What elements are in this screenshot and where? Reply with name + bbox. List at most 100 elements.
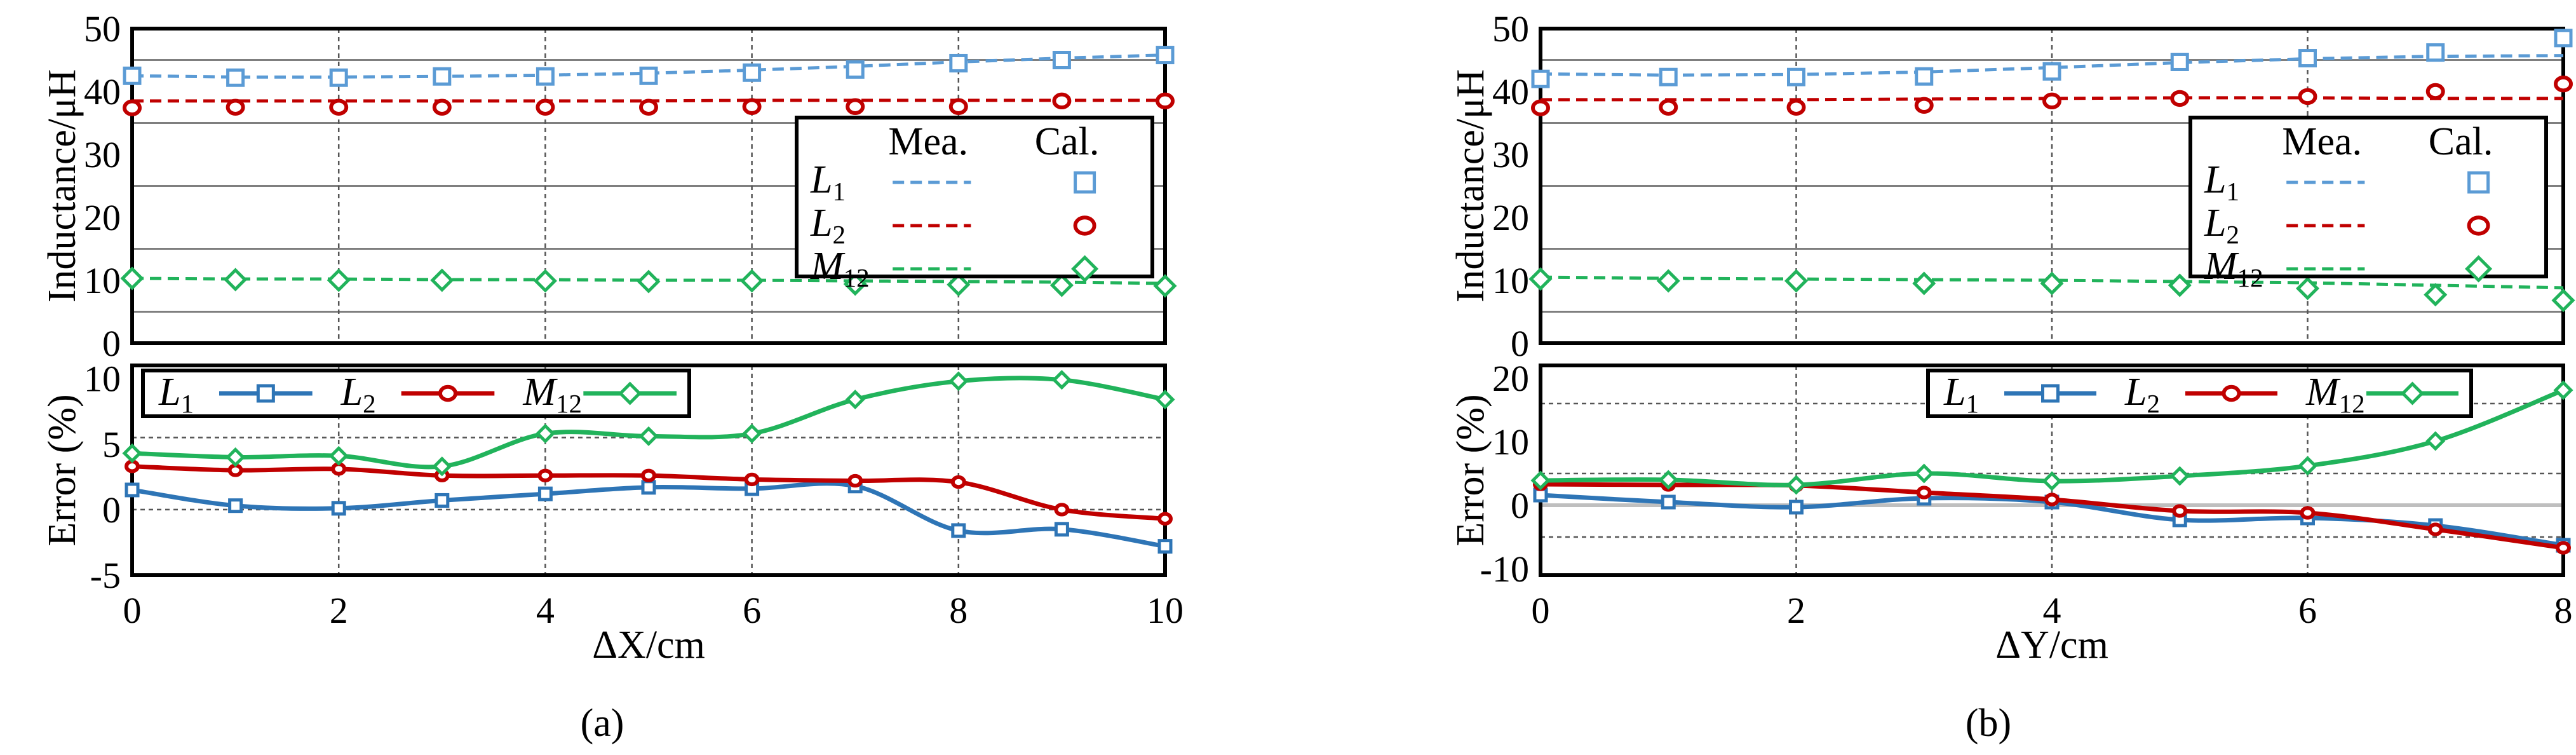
b-top-legend-label-L1-sub: 1 xyxy=(2226,177,2239,206)
a-top-M12-cal-point-5 xyxy=(637,269,661,294)
a-top-M12-cal-point-7 xyxy=(843,272,867,296)
b-top-L1-cal-point-0 xyxy=(1531,69,1550,88)
b-bottom-L2-point-7 xyxy=(2427,522,2443,536)
a-bottom-L1-point-1 xyxy=(228,498,243,514)
b-top-L1-cal-point-8 xyxy=(2554,29,2573,48)
b-bottom-legend-label-L2-main: L xyxy=(2124,371,2147,414)
a-top-L2-cal-point-1 xyxy=(226,99,245,116)
b-top-L1-cal-point-4 xyxy=(2042,62,2061,81)
a-bottom-legend: L1 L2 M12 xyxy=(141,369,691,418)
a-top-y-title: Inductance/μH xyxy=(41,69,84,303)
a-top-ytick-4: 40 xyxy=(84,71,121,112)
b-top-y-title: Inductance/μH xyxy=(1449,69,1492,303)
a-bottom-L2-point-6 xyxy=(744,472,760,487)
b-bottom-x-title: ΔY/cm xyxy=(1995,623,2108,667)
b-bottom-legend-marker-L1 xyxy=(2041,384,2060,403)
b-bottom-legend-label-L1-sub: 1 xyxy=(1966,389,1979,418)
a-bottom-L1-point-10 xyxy=(1157,539,1173,554)
a-bottom-legend-marker-L1 xyxy=(256,384,275,403)
b-bottom-legend-label-M12-sub: 12 xyxy=(2339,389,2365,418)
a-bottom-legend-marker-L2 xyxy=(438,384,457,402)
a-bottom-legend-label-L2-main: L xyxy=(341,371,363,414)
a-top-ytick-1: 10 xyxy=(84,260,121,301)
b-bottom-legend-label-L2: L2 xyxy=(2124,371,2160,418)
b-bottom-legend-label-L1-main: L xyxy=(1943,371,1966,414)
b-bottom-frame xyxy=(1539,364,2565,577)
b-top-L2-cal-point-2 xyxy=(1786,99,1806,116)
b-bottom-M12-point-4 xyxy=(2042,471,2062,491)
a-bottom-ytick-3: 10 xyxy=(84,358,121,400)
a-bottom-ytick-2: 5 xyxy=(102,424,121,465)
a-top-M12-cal-point-6 xyxy=(740,269,764,293)
b-bottom-legend-label-M12: M12 xyxy=(2305,371,2365,418)
b-top-legend-label-L2-sub: 2 xyxy=(2226,220,2239,249)
a-bottom-xtick-0: 0 xyxy=(123,590,142,631)
a-top-L2-cal-point-9 xyxy=(1052,92,1072,110)
a-bottom-L2-point-9 xyxy=(1054,503,1070,517)
b-bottom-xtick-2: 4 xyxy=(2043,590,2061,631)
a-bottom-y-title: Error (%) xyxy=(41,394,84,546)
b-top-legend-marker-M12 xyxy=(2465,255,2493,283)
b-top-M12-cal-point-4 xyxy=(2040,271,2064,296)
a-bottom-legend-label-L1: L1 xyxy=(158,371,194,418)
a-bottom-M12-point-8 xyxy=(948,371,969,391)
b-top-M12-cal-point-6 xyxy=(2295,276,2320,301)
a-bottom-xtick-1: 2 xyxy=(330,590,348,631)
b-bottom-xtick-1: 2 xyxy=(1787,590,1805,631)
a-top-L2-cal-point-5 xyxy=(639,99,658,116)
a-bottom-xtick-5: 10 xyxy=(1147,590,1183,631)
a-top-legend-label-L1: L1 xyxy=(810,158,846,206)
a-bottom-L1-point-3 xyxy=(435,493,450,508)
a-top-M12-cal-point-0 xyxy=(120,266,144,290)
a-top-L2-cal-point-6 xyxy=(742,98,762,115)
a-top-M12-cal-point-3 xyxy=(430,268,454,292)
a-top-legend-label-L1-sub: 1 xyxy=(832,177,846,206)
a-bottom-legend-label-M12-sub: 12 xyxy=(556,389,582,418)
b-top-ytick-1: 10 xyxy=(1492,260,1529,301)
b-bottom-ytick-3: 20 xyxy=(1492,358,1529,399)
b-top-L2-cal-point-6 xyxy=(2298,88,2317,105)
b-top-legend-header-cal: Cal. xyxy=(2429,120,2493,163)
b-bottom-L1-point-0 xyxy=(1533,487,1548,503)
a-top-L2-cal-point-10 xyxy=(1156,92,1175,110)
a-bottom-legend-label-M12-main: M xyxy=(522,371,558,414)
a-bottom-L1-point-2 xyxy=(331,501,346,516)
a-bottom-M12-point-5 xyxy=(638,426,659,446)
a-top-L2-cal-point-2 xyxy=(329,99,349,116)
b-top-M12-cal-point-0 xyxy=(1528,267,1553,291)
b-top-M12-cal-point-3 xyxy=(1912,271,1936,296)
b-bottom-M12-point-1 xyxy=(1658,470,1678,490)
a-bottom-L1-point-5 xyxy=(641,480,656,495)
b-top-legend-label-M12: M12 xyxy=(2204,245,2263,292)
a-top-M12-cal-point-8 xyxy=(947,273,971,297)
a-top-L1-cal-point-4 xyxy=(536,67,555,86)
a-bottom-legend-label-L2: L2 xyxy=(341,371,376,418)
b-bottom-ytick-0: -10 xyxy=(1480,548,1529,590)
a-top-M12-cal-point-1 xyxy=(224,268,248,292)
b-top-legend-label-L1: L1 xyxy=(2204,158,2239,206)
b-bottom-legend-label-L2-sub: 2 xyxy=(2147,389,2160,418)
b-bottom-legend-marker-M12 xyxy=(2400,381,2425,405)
b-bottom-legend-label-L1: L1 xyxy=(1943,371,1979,418)
a-bottom-M12-point-3 xyxy=(432,456,452,477)
a-top-legend-label-L2-main: L xyxy=(810,201,832,245)
a-top-frame xyxy=(130,27,1167,345)
a-top-M12-cal-point-4 xyxy=(533,269,557,293)
a-bottom-M12-point-2 xyxy=(328,446,349,466)
a-top-legend-label-M12-sub: 12 xyxy=(844,263,870,292)
a-top-legend-label-M12: M12 xyxy=(810,245,870,292)
a-bottom-x-title: ΔX/cm xyxy=(592,623,705,667)
b-bottom-L2-point-5 xyxy=(2172,504,2188,518)
b-bottom-ytick-2: 10 xyxy=(1492,421,1529,463)
a-top-L2-cal-point-3 xyxy=(432,99,452,116)
b-top-L2-cal-point-4 xyxy=(2042,92,2061,110)
b-bottom-M12-point-5 xyxy=(2169,466,2190,486)
a-top-L2-cal-point-8 xyxy=(948,98,968,115)
a-top-legend-header-cal: Cal. xyxy=(1035,120,1100,163)
b-top-ytick-3: 30 xyxy=(1492,134,1529,175)
b-top-legend-label-L2-main: L xyxy=(2204,201,2226,245)
a-top-legend-label-L2: L2 xyxy=(810,201,846,249)
b-top-L1-cal-point-6 xyxy=(2298,49,2317,68)
